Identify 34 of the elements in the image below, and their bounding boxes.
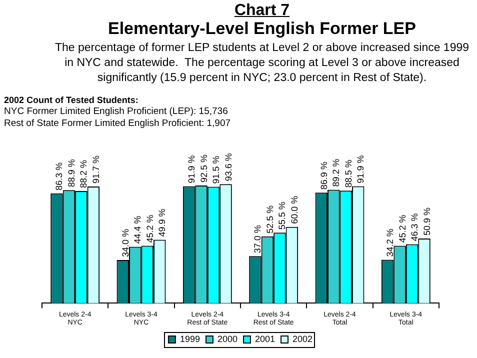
data-label: 88.2 % — [78, 160, 89, 188]
data-label: 52.5 % — [264, 205, 275, 234]
data-label: 92.5 % — [198, 154, 209, 183]
data-label: 91.7 % — [90, 156, 101, 184]
data-label: 88.5 % — [343, 160, 354, 188]
chart-title: Chart 7 — [233, 2, 291, 20]
data-label: 34.2 % — [385, 228, 396, 257]
data-label: 50.9 % — [422, 207, 432, 236]
legend-label: 2000 — [217, 334, 238, 344]
data-label: 55.5 % — [277, 202, 288, 230]
data-label: 34.0 % — [120, 228, 130, 257]
text: 2002 Count of Tested Students: — [4, 94, 138, 106]
data-label: 86.3 % — [54, 162, 64, 190]
legend-label: 1999 — [180, 334, 200, 344]
data-label: 91.9 % — [186, 155, 197, 184]
data-label: 45.2 % — [144, 214, 155, 243]
text: NYC Former Limited English Proficient (LEP): 15,736 — [4, 106, 228, 118]
data-label: 49.9 % — [157, 208, 168, 237]
data-label: 37.0 % — [252, 225, 263, 254]
data-label: 91.9 % — [356, 155, 366, 184]
text: Rest of State Former Limited English Proficient: 1,907 — [4, 118, 231, 130]
chart-subtitle: Elementary-Level English Former LEP — [107, 19, 417, 39]
data-label: 89.2 % — [331, 158, 342, 187]
text: The percentage of former LEP students at Level 2 or above increased since 1999 in NYC and statewide. The percentage scoring at Level 3 or above increased significantly (15.9 percent in NYC; 23.0 percent in Rest of State). — [54, 41, 470, 86]
data-label: 44.4 % — [132, 216, 143, 244]
data-label: 93.6 % — [223, 153, 234, 182]
legend-label: 2001 — [255, 334, 276, 344]
data-label: 86.9 % — [318, 162, 329, 190]
data-label: 45.2 % — [397, 214, 408, 243]
data-label: 60.0 % — [289, 196, 300, 224]
data-label: 46.3 % — [410, 213, 420, 242]
data-label: 91.5 % — [211, 156, 222, 184]
data-label: 88.9 % — [66, 159, 76, 188]
legend-label: 2002 — [292, 334, 313, 344]
